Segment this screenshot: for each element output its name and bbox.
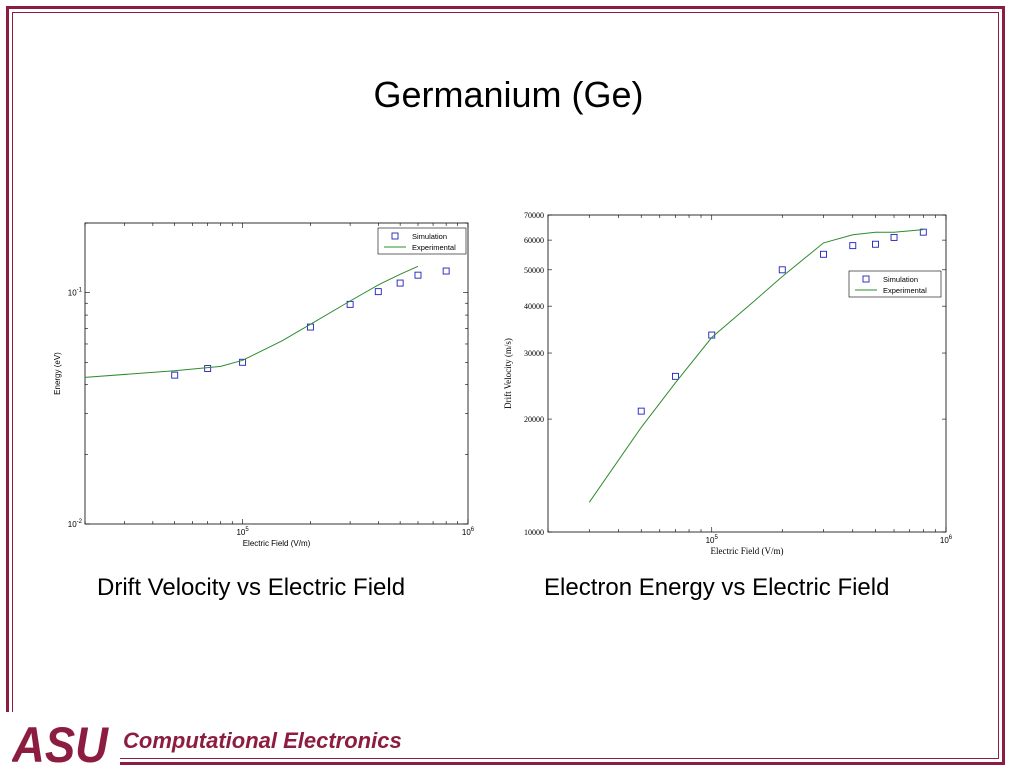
energy-chart-svg: 105 106 10-2 10-1 Electric Field (V/m) Energy…: [53, 222, 475, 548]
simulation-point: [919, 228, 927, 236]
simulation-point: [171, 371, 179, 379]
plot-area: [547, 214, 947, 533]
y-axis-label: Drift Velocity (m/s): [503, 338, 513, 409]
drift-velocity-chart-svg: 105 106 10000 20000 30000 40000 50000 60000 7000…: [503, 211, 953, 556]
caption-right: Electron Energy vs Electric Field: [544, 574, 890, 601]
energy-chart: 105 106 10-2 10-1 Electric Field (V/m) Energy…: [45, 215, 485, 565]
x-tick-label: 106: [462, 527, 475, 537]
legend-label: Experimental: [883, 286, 927, 295]
simulation-point: [414, 271, 422, 279]
series-line-experimental: [588, 229, 924, 503]
asu-logo-text: ASU: [12, 718, 110, 768]
simulation-point: [442, 267, 450, 275]
legend-marker-simulation: [862, 275, 870, 283]
footer-title: Computational Electronics: [123, 728, 402, 753]
simulation-point: [672, 372, 679, 380]
slide-title: Germanium (Ge): [373, 74, 644, 115]
simulation-point: [239, 358, 247, 366]
y-tick-label: 20000: [524, 415, 544, 424]
caption-left: Drift Velocity vs Electric Field: [97, 574, 406, 601]
y-tick-label: 50000: [524, 266, 544, 275]
series-line-experimental: [84, 265, 419, 378]
simulation-point: [637, 407, 645, 415]
y-tick-label: 10-1: [68, 288, 83, 298]
simulation-point: [374, 288, 382, 296]
x-tick-label: 105: [706, 535, 719, 545]
plot-area: [84, 222, 469, 525]
simulation-point: [820, 250, 827, 258]
slide-border-outer: [6, 6, 1005, 765]
x-axis-label: Electric Field (V/m): [243, 539, 311, 548]
slide-border-inner: [12, 12, 999, 759]
y-axis-label: Energy (eV): [53, 352, 62, 395]
legend-label: Simulation: [412, 232, 447, 241]
asu-logo: ASU: [12, 718, 110, 768]
y-tick-label: 40000: [524, 302, 544, 311]
legend-label: Experimental: [412, 243, 456, 252]
simulation-point: [204, 365, 212, 372]
x-tick-label: 105: [236, 527, 249, 537]
legend-marker-simulation: [391, 232, 399, 240]
simulation-point: [872, 240, 879, 248]
y-tick-label: 70000: [524, 211, 544, 220]
simulation-point: [396, 279, 404, 287]
footer-background: [0, 712, 120, 777]
legend-box: [848, 270, 942, 298]
x-axis-label: Electric Field (V/m): [711, 546, 784, 556]
legend-label: Simulation: [883, 275, 918, 284]
y-tick-label: 30000: [524, 349, 544, 358]
simulation-point: [778, 266, 786, 274]
simulation-point: [849, 242, 857, 250]
y-tick-label: 10000: [524, 528, 544, 537]
x-tick-label: 106: [940, 535, 953, 545]
legend-box: [377, 227, 467, 255]
y-tick-label: 10-2: [68, 519, 83, 529]
simulation-point: [890, 233, 898, 241]
drift-velocity-chart: 105 106 10000 20000 30000 40000 50000 60000 7000…: [500, 205, 960, 570]
y-tick-label: 60000: [524, 236, 544, 245]
